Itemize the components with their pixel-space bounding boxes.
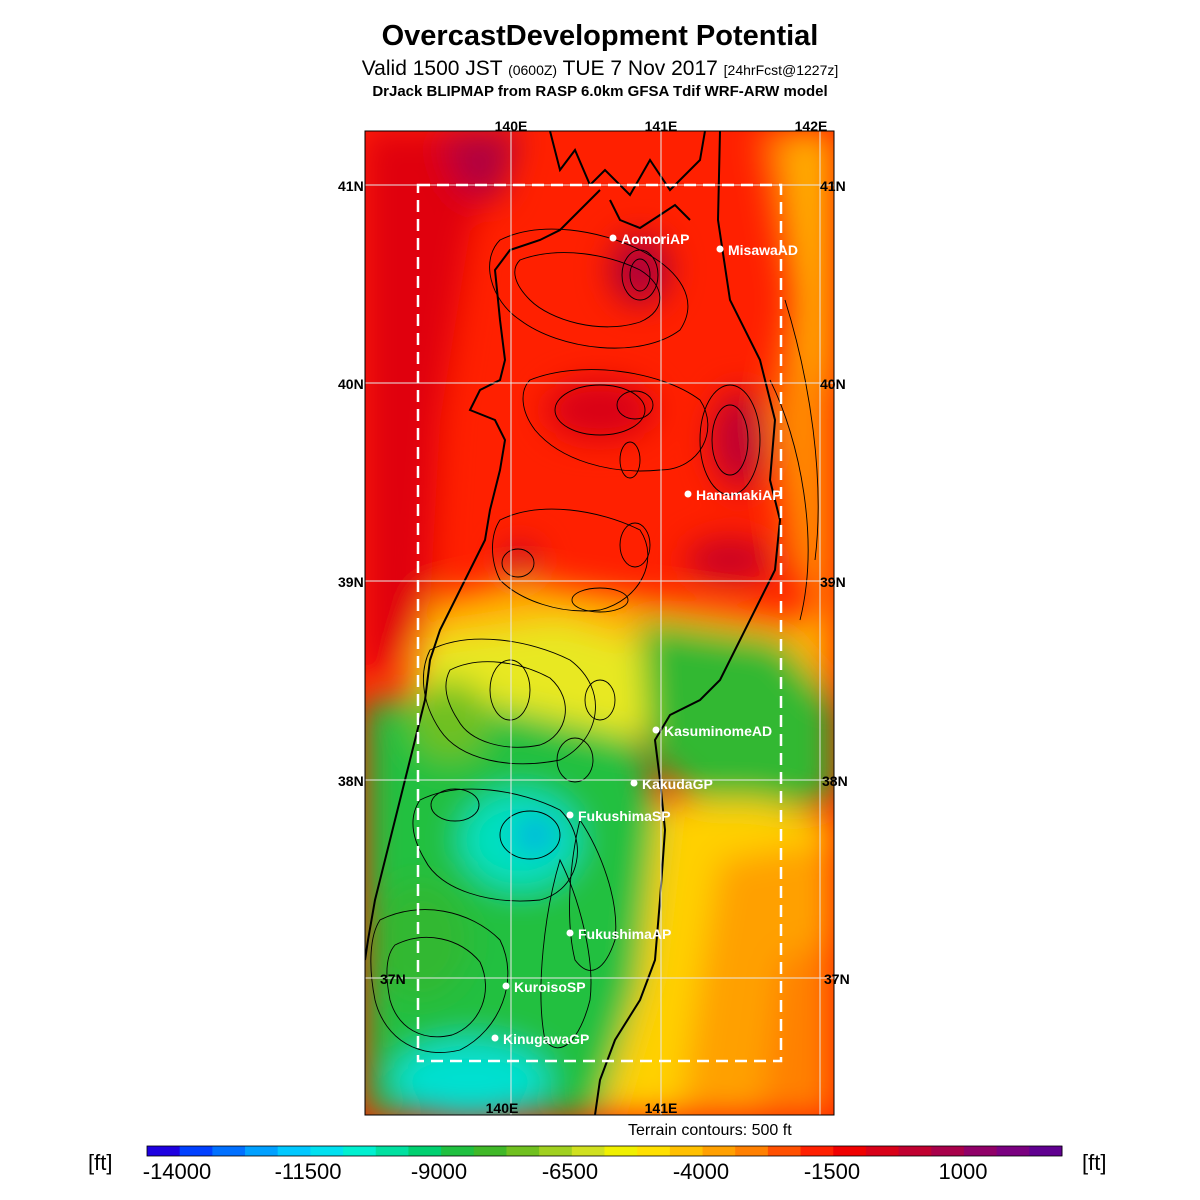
lon-label-bottom-141: 141E: [645, 1100, 678, 1116]
colorbar-swatch: [963, 1146, 998, 1156]
colorbar-swatch: [310, 1146, 344, 1156]
station-marker: [716, 245, 724, 253]
colorbar-swatch: [539, 1146, 573, 1156]
colorbar-tick-label: 1000: [938, 1159, 988, 1184]
colorbar-swatch: [506, 1146, 540, 1156]
colorbar-tick-label: -9000: [410, 1159, 468, 1184]
colorbar-swatch: [571, 1146, 605, 1156]
colorbar-swatch: [767, 1146, 802, 1156]
colorbar-tick-label: -14000: [142, 1159, 212, 1184]
colorbar: [146, 1145, 1063, 1157]
colorbar-swatch: [375, 1146, 409, 1156]
valid-date: TUE 7 Nov 2017: [562, 57, 718, 80]
model-line: DrJack BLIPMAP from RASP 6.0km GFSA Tdif…: [372, 83, 828, 100]
valid-utc: (0600Z): [508, 62, 558, 78]
lat-label-right-41: 41N: [820, 178, 846, 194]
colorbar-swatch: [865, 1146, 900, 1156]
coastline: [365, 131, 782, 1115]
station-marker: [652, 726, 660, 734]
station-marker: [609, 234, 617, 242]
forecast-info: [24hrFcst@1227z]: [723, 62, 839, 78]
lat-label-right-40: 40N: [820, 376, 846, 392]
chart-title: OvercastDevelopment Potential: [381, 20, 819, 52]
colorbar-swatch: [473, 1146, 507, 1156]
lat-label-left-39: 39N: [338, 574, 364, 590]
station-marker: [502, 982, 510, 990]
colorbar-swatch: [147, 1146, 181, 1156]
colorbar-swatch: [343, 1146, 377, 1156]
lon-label-top-142: 142E: [795, 118, 828, 134]
station-label-aomori: AomoriAP: [621, 231, 689, 247]
inner-domain-box: [416, 183, 783, 1063]
colorbar-tick-label: -4000: [672, 1159, 730, 1184]
colorbar-swatch: [931, 1146, 965, 1156]
colorbar-swatch: [996, 1146, 1030, 1156]
colorbar-swatch: [408, 1146, 442, 1156]
lat-label-right-37: 37N: [824, 971, 850, 987]
lon-label-top-140: 140E: [495, 118, 528, 134]
colorbar-swatch: [800, 1146, 834, 1156]
station-label-kuroiso: KuroisoSP: [514, 979, 586, 995]
colorbar-unit-left: [ft]: [88, 1150, 113, 1175]
stations: AomoriAP MisawaAD HanamakiAP KasuminomeA…: [491, 231, 798, 1047]
valid-prefix: Valid 1500 JST: [361, 57, 503, 80]
colorbar-tick-label: -1500: [803, 1159, 861, 1184]
lat-label-right-38: 38N: [822, 773, 848, 789]
colorbar-tick-label: -6500: [541, 1159, 599, 1184]
station-marker: [630, 779, 638, 787]
lat-label-left-41: 41N: [338, 178, 364, 194]
colorbar-swatch: [604, 1146, 638, 1156]
lat-label-left-40: 40N: [338, 376, 364, 392]
map-frame: [364, 130, 835, 1116]
colorbar-outline: [146, 1145, 1063, 1157]
colorbar-swatch: [441, 1146, 475, 1156]
station-marker: [566, 929, 574, 937]
lat-label-left-37: 37N: [380, 971, 406, 987]
colorbar-swatch: [735, 1146, 769, 1156]
colorbar-tick-label: -11500: [274, 1159, 342, 1184]
lon-labels: 140E 141E 142E 140E 141E: [486, 118, 828, 1116]
station-marker: [684, 490, 692, 498]
station-label-misawa: MisawaAD: [728, 242, 798, 258]
colorbar-swatch: [637, 1146, 671, 1156]
lat-label-right-39: 39N: [820, 574, 846, 590]
colorbar-swatch: [669, 1146, 704, 1156]
station-label-hanamaki: HanamakiAP: [696, 487, 782, 503]
terrain-contours-note: Terrain contours: 500 ft: [628, 1122, 792, 1139]
colorbar-swatch: [179, 1146, 213, 1156]
colorbar-unit-right: [ft]: [1082, 1150, 1107, 1175]
lat-label-left-38: 38N: [338, 773, 364, 789]
terrain-contours: [370, 228, 819, 1053]
colorbar-swatch: [833, 1146, 867, 1156]
valid-time-line: Valid 1500 JST (0600Z) TUE 7 Nov 2017 [2…: [0, 57, 1200, 81]
station-label-kinugawa: KinugawaGP: [503, 1031, 589, 1047]
station-label-kasuminome: KasuminomeAD: [664, 723, 772, 739]
station-label-kakuda: KakudaGP: [642, 776, 713, 792]
colorbar-swatch: [245, 1146, 279, 1156]
colorbar-swatch: [277, 1146, 311, 1156]
station-marker: [491, 1034, 499, 1042]
colorbar-swatch: [898, 1146, 932, 1156]
potential-field: [365, 131, 834, 1115]
colorbar-swatch: [702, 1146, 736, 1156]
station-label-fukushima-ap: FukushimaAP: [578, 926, 671, 942]
colorbar-swatch: [1029, 1146, 1063, 1156]
lon-label-bottom-140: 140E: [486, 1100, 519, 1116]
station-label-fukushima-sp: FukushimaSP: [578, 808, 671, 824]
lat-labels: 41N 40N 39N 38N 37N 41N 40N 39N 38N 37N: [338, 178, 850, 987]
station-marker: [566, 811, 574, 819]
lon-label-top-141: 141E: [645, 118, 678, 134]
colorbar-swatch: [212, 1146, 246, 1156]
